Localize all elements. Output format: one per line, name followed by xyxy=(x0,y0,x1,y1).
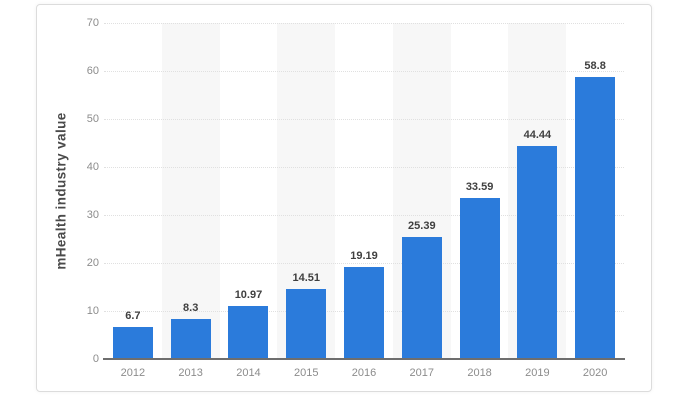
y-tick-label: 50 xyxy=(86,113,99,125)
bar[interactable] xyxy=(112,326,153,359)
bar-column: 25.39 xyxy=(393,23,451,359)
y-tick-label: 10 xyxy=(86,305,99,317)
bar[interactable] xyxy=(575,76,616,359)
bar[interactable] xyxy=(228,306,269,359)
bar[interactable] xyxy=(344,266,385,359)
gridline xyxy=(104,263,624,264)
bar-column: 44.44 xyxy=(508,23,566,359)
y-tick-label: 0 xyxy=(92,353,99,365)
bar[interactable] xyxy=(517,145,558,359)
y-tick-label: 30 xyxy=(86,209,99,221)
bar-column: 10.97 xyxy=(220,23,278,359)
y-tick-label: 70 xyxy=(86,17,99,29)
bar[interactable] xyxy=(459,197,500,359)
gridline xyxy=(104,119,624,120)
bar-value-label: 25.39 xyxy=(408,220,436,233)
bar[interactable] xyxy=(401,237,442,359)
chart-card: mHealth industry value 0 10 20 30 40 50 60 70 6… xyxy=(36,4,652,392)
x-tick-label: 2013 xyxy=(178,367,203,379)
gridline xyxy=(104,167,624,168)
bar[interactable] xyxy=(170,319,211,359)
bar[interactable] xyxy=(286,289,327,359)
bar-column: 19.19 xyxy=(335,23,393,359)
x-tick-label: 2015 xyxy=(293,367,319,379)
y-tick-label: 40 xyxy=(86,161,99,173)
bar-value-label: 44.44 xyxy=(523,128,552,141)
x-tick-label: 2018 xyxy=(467,367,492,379)
bar-column: 33.59 xyxy=(451,23,509,359)
gridline xyxy=(104,215,624,216)
gridline xyxy=(104,71,624,72)
bar-column: 58.8 xyxy=(566,23,624,359)
x-tick-label: 2016 xyxy=(351,367,377,379)
bar-value-label: 33.59 xyxy=(465,180,494,193)
bar-value-label: 14.51 xyxy=(292,272,320,285)
bar-value-label: 58.8 xyxy=(584,59,606,72)
plot-area: 6.7 8.3 10.97 14.51 19.19 25.39 33.59 44.44 58.8 xyxy=(103,23,625,360)
plot-band xyxy=(161,23,220,359)
bar-columns: 6.7 8.3 10.97 14.51 19.19 25.39 33.59 44.44 58.8 xyxy=(104,23,624,359)
x-tick-label: 2017 xyxy=(409,367,435,379)
x-axis-line xyxy=(103,358,625,360)
bar-value-label: 6.7 xyxy=(125,309,141,322)
bar-column: 6.7 xyxy=(104,23,162,359)
x-tick-label: 2014 xyxy=(236,367,261,379)
bar-value-label: 19.19 xyxy=(350,249,378,262)
bar-value-label: 10.97 xyxy=(234,289,263,302)
x-tick-label: 2019 xyxy=(525,367,550,379)
x-axis-tick-labels: 2012 2013 2014 2015 2016 2017 2018 2019 2020 xyxy=(104,367,624,379)
y-tick-label: 20 xyxy=(86,257,99,269)
y-axis-tick-labels: 0 10 20 30 40 50 60 70 xyxy=(37,17,99,365)
x-tick-label: 2020 xyxy=(582,367,608,379)
gridline xyxy=(104,23,624,24)
x-tick-label: 2012 xyxy=(120,367,146,379)
bar-column: 8.3 xyxy=(162,23,220,359)
bar-value-label: 8.3 xyxy=(183,302,199,315)
bar-column: 14.51 xyxy=(277,23,335,359)
y-tick-label: 60 xyxy=(86,65,99,77)
